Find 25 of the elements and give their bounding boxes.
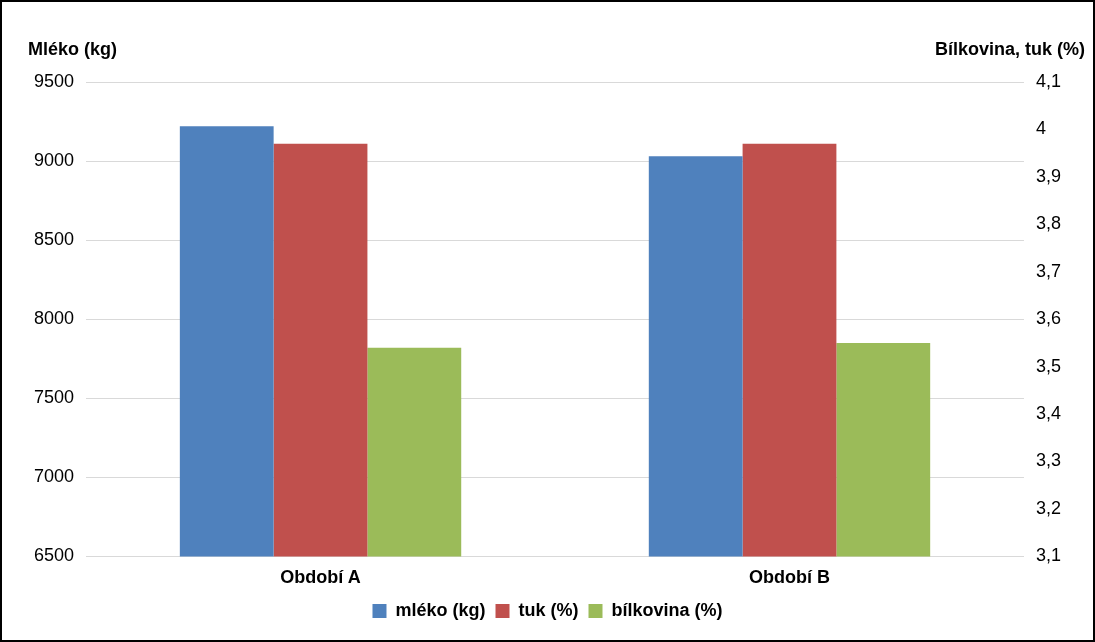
y-tick-label: 9500 (34, 70, 75, 91)
y-tick-label: 6500 (34, 545, 75, 566)
y2-tick-label: 3,2 (1035, 497, 1062, 518)
y-tick-label: 7500 (34, 387, 75, 408)
y-axis-title: Mléko (kg) (28, 38, 118, 59)
y2-tick-label: 3,9 (1035, 165, 1062, 186)
y2-tick-label: 3,1 (1035, 545, 1062, 566)
y-tick-label: 8500 (34, 229, 75, 250)
y-tick-label: 7000 (34, 466, 75, 487)
y2-tick-label: 3,7 (1035, 260, 1062, 281)
y2-tick-label: 3,3 (1035, 450, 1062, 471)
y2-tick-label: 4,1 (1035, 70, 1062, 91)
x-tick-label: Období A (280, 567, 361, 588)
y2-tick-label: 3,6 (1035, 308, 1062, 329)
legend-label: mléko (kg) (395, 599, 486, 620)
y2-tick-label: 4 (1035, 118, 1046, 139)
legend-label: tuk (%) (518, 599, 579, 620)
legend-label: bílkovina (%) (611, 599, 723, 620)
y-tick-label: 8000 (34, 308, 75, 329)
y-tick-label: 9000 (34, 150, 75, 171)
y2-axis-title: Bílkovina, tuk (%) (934, 38, 1085, 59)
y2-tick-label: 3,8 (1035, 213, 1062, 234)
y2-tick-label: 3,4 (1035, 403, 1062, 424)
x-tick-label: Období B (749, 567, 830, 588)
y2-tick-label: 3,5 (1035, 355, 1062, 376)
